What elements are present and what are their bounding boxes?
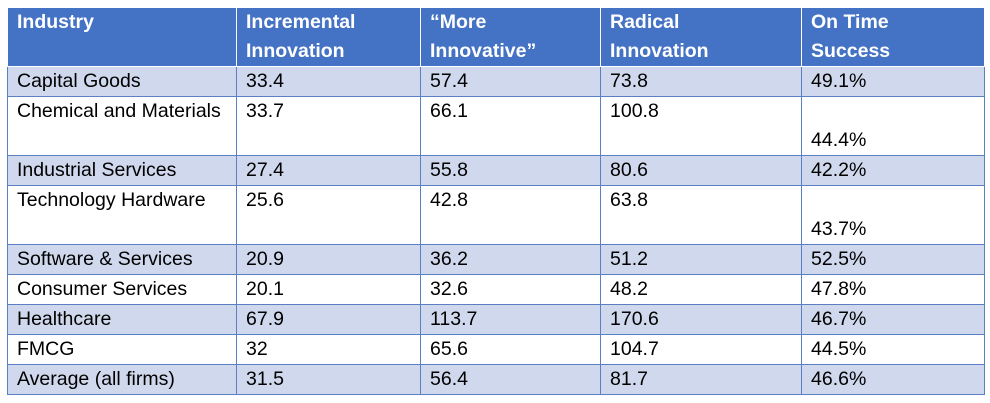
radical-cell: 80.6 [600,155,802,186]
more-innovative-cell: 66.1 [420,96,601,156]
table-row: Industrial Services 27.4 55.8 80.6 42.2% [7,155,985,186]
table-row: Chemical and Materials 33.7 66.1 100.8 4… [7,96,985,156]
header-ontime-line1: On Time [811,11,889,33]
radical-cell: 100.8 [600,96,802,156]
on-time-cell: 49.1% [801,66,985,97]
radical-cell: 48.2 [600,274,802,305]
table-row: Technology Hardware 25.6 42.8 63.8 43.7% [7,185,985,245]
innovation-table-container: Industry Incremental Innovation “More In… [7,7,985,395]
more-innovative-cell: 65.6 [420,334,601,365]
table-row: Capital Goods 33.4 57.4 73.8 49.1% [7,66,985,97]
header-ontime-line2: Success [811,40,891,62]
incremental-cell: 20.1 [236,274,421,305]
more-innovative-cell: 32.6 [420,274,601,305]
more-innovative-cell: 57.4 [420,66,601,97]
header-radical-innovation: Radical Innovation [600,7,802,67]
on-time-cell: 47.8% [801,274,985,305]
on-time-cell: 46.7% [801,304,985,335]
industry-cell: Capital Goods [7,66,237,97]
industry-cell: Technology Hardware [7,185,237,245]
industry-cell: Healthcare [7,304,237,335]
header-incremental-line1: Incremental [246,11,356,33]
on-time-cell: 46.6% [801,364,985,395]
on-time-cell: 42.2% [801,155,985,186]
table-row: Average (all firms) 31.5 56.4 81.7 46.6% [7,364,985,395]
on-time-cell: 44.4% [801,96,985,156]
incremental-cell: 20.9 [236,244,421,275]
incremental-cell: 31.5 [236,364,421,395]
incremental-cell: 25.6 [236,185,421,245]
header-radical-line2: Innovation [610,40,709,62]
table-row: Consumer Services 20.1 32.6 48.2 47.8% [7,274,985,305]
header-row: Industry Incremental Innovation “More In… [7,7,985,67]
industry-cell: FMCG [7,334,237,365]
header-more-innovative: “More Innovative” [420,7,601,67]
incremental-cell: 33.7 [236,96,421,156]
header-incremental-line2: Innovation [246,40,345,62]
incremental-cell: 27.4 [236,155,421,186]
industry-cell: Consumer Services [7,274,237,305]
header-industry: Industry [7,7,237,67]
on-time-cell: 43.7% [801,185,985,245]
incremental-cell: 33.4 [236,66,421,97]
table-row: FMCG 32 65.6 104.7 44.5% [7,334,985,365]
more-innovative-cell: 56.4 [420,364,601,395]
innovation-table: Industry Incremental Innovation “More In… [7,7,985,395]
incremental-cell: 32 [236,334,421,365]
industry-cell: Chemical and Materials [7,96,237,156]
industry-cell: Software & Services [7,244,237,275]
table-row: Software & Services 20.9 36.2 51.2 52.5% [7,244,985,275]
more-innovative-cell: 36.2 [420,244,601,275]
industry-cell: Industrial Services [7,155,237,186]
on-time-cell: 44.5% [801,334,985,365]
industry-cell: Average (all firms) [7,364,237,395]
on-time-cell: 52.5% [801,244,985,275]
header-on-time-success: On Time Success [801,7,985,67]
radical-cell: 63.8 [600,185,802,245]
header-incremental-innovation: Incremental Innovation [236,7,421,67]
radical-cell: 170.6 [600,304,802,335]
radical-cell: 104.7 [600,334,802,365]
table-row: Healthcare 67.9 113.7 170.6 46.7% [7,304,985,335]
header-industry-line1: Industry [17,11,94,33]
header-more-line2: Innovative” [430,40,537,62]
header-radical-line1: Radical [610,11,680,33]
radical-cell: 81.7 [600,364,802,395]
incremental-cell: 67.9 [236,304,421,335]
more-innovative-cell: 55.8 [420,155,601,186]
radical-cell: 51.2 [600,244,802,275]
more-innovative-cell: 42.8 [420,185,601,245]
header-more-line1: “More [430,11,487,33]
radical-cell: 73.8 [600,66,802,97]
more-innovative-cell: 113.7 [420,304,601,335]
